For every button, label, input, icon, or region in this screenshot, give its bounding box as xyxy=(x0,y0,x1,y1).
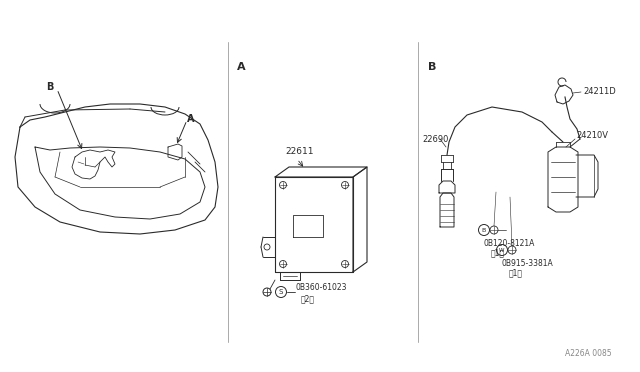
Text: 0B360-61023: 0B360-61023 xyxy=(296,283,348,292)
Text: （2）: （2） xyxy=(301,295,315,304)
Text: 22690: 22690 xyxy=(422,135,449,144)
Text: A: A xyxy=(237,62,246,72)
Text: A: A xyxy=(187,114,195,124)
Text: 24211D: 24211D xyxy=(583,87,616,96)
Text: 0B915-3381A: 0B915-3381A xyxy=(502,260,554,269)
Text: （1）: （1） xyxy=(491,248,505,257)
Text: 24210V: 24210V xyxy=(576,131,608,140)
Text: （1）: （1） xyxy=(509,269,523,278)
Text: B: B xyxy=(482,228,486,232)
Text: B: B xyxy=(46,82,53,92)
Text: A226A 0085: A226A 0085 xyxy=(565,350,612,359)
Text: W: W xyxy=(499,247,505,253)
Text: S: S xyxy=(279,289,283,295)
Text: B: B xyxy=(428,62,436,72)
Text: 22611: 22611 xyxy=(285,148,314,157)
Text: 0B120-8121A: 0B120-8121A xyxy=(484,240,536,248)
